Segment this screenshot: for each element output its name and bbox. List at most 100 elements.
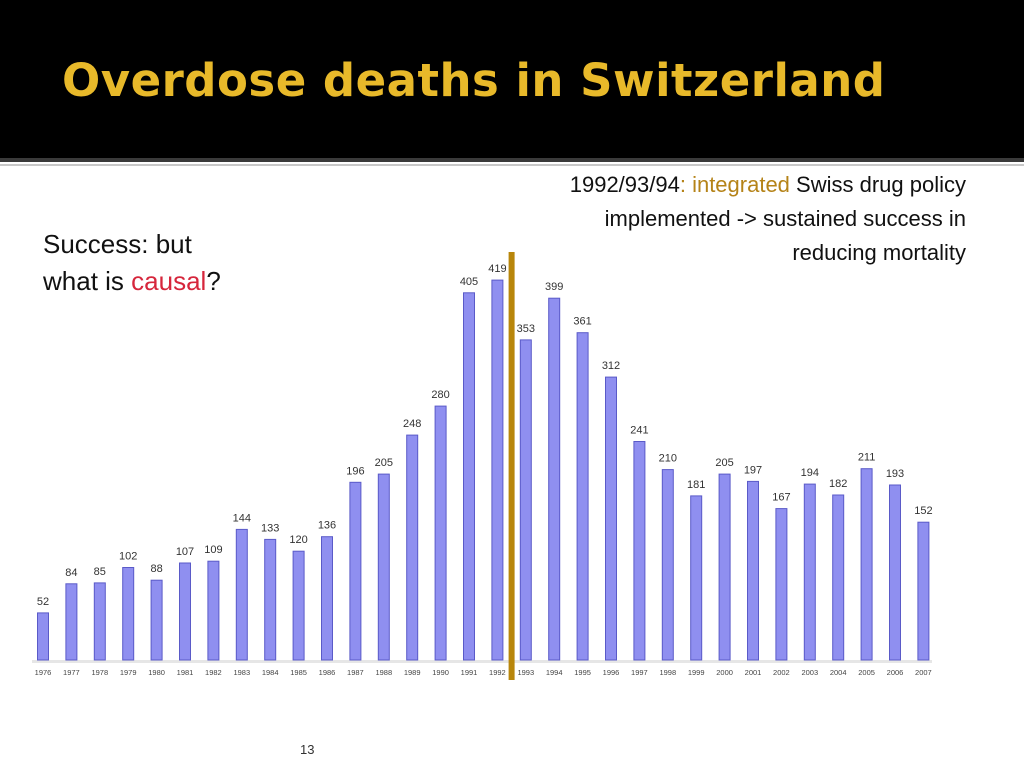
data-label-1996: 312 (602, 360, 620, 372)
bar-1978 (93, 582, 106, 661)
side-note-highlight: causal (131, 266, 207, 296)
data-label-2004: 182 (829, 478, 847, 490)
data-label-2001: 197 (744, 464, 762, 476)
data-label-2006: 193 (886, 468, 904, 480)
slide-title: Overdose deaths in Switzerland (62, 54, 886, 107)
bar-1976 (37, 612, 49, 661)
x-tick-1991: 1991 (461, 668, 478, 677)
data-label-1985: 120 (289, 534, 307, 546)
data-label-2000: 205 (715, 457, 733, 469)
bar-1982 (207, 560, 220, 661)
x-tick-2005: 2005 (858, 668, 875, 677)
title-bar: Overdose deaths in Switzerland (0, 0, 1024, 158)
side-note-line2: what is causal? (43, 263, 293, 300)
x-tick-1996: 1996 (603, 668, 620, 677)
bar-1993 (519, 339, 532, 661)
bar-1997 (633, 441, 646, 661)
bar-1994 (548, 297, 561, 661)
x-tick-2002: 2002 (773, 668, 790, 677)
x-tick-1982: 1982 (205, 668, 222, 677)
x-tick-2000: 2000 (716, 668, 733, 677)
data-label-2003: 194 (801, 467, 819, 479)
bar-1983 (235, 528, 248, 661)
bar-1980 (150, 579, 163, 661)
x-tick-1986: 1986 (319, 668, 336, 677)
bar-1995 (576, 332, 589, 661)
bar-2007 (917, 521, 930, 661)
x-tick-1995: 1995 (574, 668, 591, 677)
data-label-1979: 102 (119, 551, 137, 563)
bar-1988 (377, 473, 390, 661)
x-tick-2001: 2001 (745, 668, 762, 677)
bar-1986 (321, 536, 333, 661)
x-axis-baseline (32, 660, 932, 663)
data-label-1989: 248 (403, 418, 421, 430)
x-tick-1976: 1976 (35, 668, 52, 677)
policy-note: 1992/93/94: integrated Swiss drug policy… (546, 168, 966, 270)
bar-1998 (661, 469, 674, 661)
x-tick-1994: 1994 (546, 668, 563, 677)
data-label-1984: 133 (261, 522, 279, 534)
policy-note-years: 1992/93/94 (569, 172, 680, 197)
bar-1981 (179, 562, 191, 661)
data-label-1983: 144 (233, 512, 251, 524)
side-note-suffix: ? (206, 266, 221, 296)
bar-1996 (605, 376, 617, 661)
data-label-1995: 361 (573, 316, 591, 328)
x-tick-2007: 2007 (915, 668, 932, 677)
bar-2004 (832, 494, 845, 661)
x-tick-2006: 2006 (887, 668, 904, 677)
bar-1985 (292, 550, 305, 661)
bar-1992 (491, 279, 504, 661)
data-label-1992: 419 (488, 263, 506, 275)
data-label-2007: 152 (914, 505, 932, 517)
x-tick-1979: 1979 (120, 668, 137, 677)
x-tick-1990: 1990 (432, 668, 449, 677)
data-label-1986: 136 (318, 520, 336, 532)
bar-2000 (718, 473, 731, 661)
x-tick-1983: 1983 (233, 668, 250, 677)
x-tick-1989: 1989 (404, 668, 421, 677)
side-note-prefix: what is (43, 266, 132, 296)
x-tick-1999: 1999 (688, 668, 705, 677)
policy-note-highlight: : integrated (679, 172, 790, 197)
x-tick-1993: 1993 (517, 668, 534, 677)
side-note-line1: Success: but (43, 229, 192, 259)
bar-2006 (889, 484, 901, 661)
x-tick-2004: 2004 (830, 668, 847, 677)
title-divider (0, 158, 1024, 162)
bar-1977 (65, 583, 78, 661)
bar-2005 (860, 468, 873, 661)
data-label-1994: 399 (545, 281, 563, 293)
bar-1989 (406, 434, 419, 661)
policy-note-text: Swiss drug policy implemented -> sustain… (604, 172, 966, 265)
page-number: 13 (300, 742, 315, 757)
bar-1984 (264, 538, 277, 661)
x-tick-1978: 1978 (91, 668, 108, 677)
data-label-1976: 52 (37, 596, 49, 608)
x-tick-1997: 1997 (631, 668, 648, 677)
bar-1990 (434, 405, 447, 661)
x-tick-1981: 1981 (177, 668, 194, 677)
overdose-chart: 52 1976 84 1977 85 1978 102 1979 88 1980 107 1981 10… (30, 252, 935, 684)
bar-1991 (463, 292, 475, 661)
data-label-1988: 205 (375, 457, 393, 469)
data-label-1998: 210 (659, 453, 677, 465)
data-label-1982: 109 (204, 544, 222, 556)
data-label-1987: 196 (346, 465, 364, 477)
data-label-2005: 211 (858, 452, 876, 464)
data-label-1990: 280 (431, 389, 449, 401)
x-tick-1992: 1992 (489, 668, 506, 677)
x-tick-1984: 1984 (262, 668, 279, 677)
x-tick-1985: 1985 (290, 668, 307, 677)
title-divider-thin (0, 164, 1024, 166)
x-tick-2003: 2003 (801, 668, 818, 677)
data-label-1980: 88 (150, 563, 162, 575)
x-tick-1998: 1998 (659, 668, 676, 677)
bar-1987 (349, 481, 362, 661)
x-tick-1987: 1987 (347, 668, 364, 677)
policy-marker-line (508, 252, 515, 680)
bar-1999 (690, 495, 703, 661)
data-label-1999: 181 (687, 479, 705, 491)
data-label-1993: 353 (517, 323, 535, 335)
